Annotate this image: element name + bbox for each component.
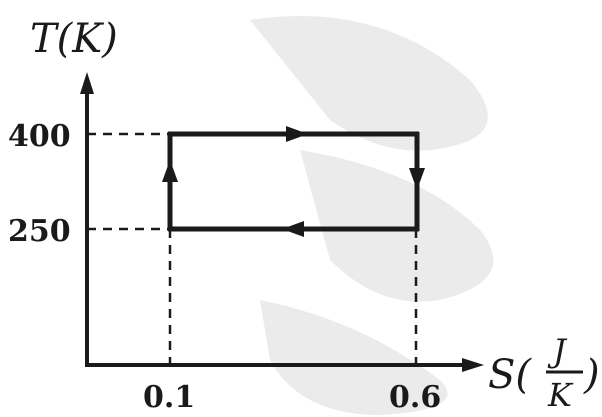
x-axis-arrow (462, 358, 484, 372)
arrow-left-icon (282, 221, 304, 237)
y-axis-label: T(K) (30, 16, 118, 62)
x-axis-label-prefix: S( (488, 352, 532, 398)
arrow-right-icon (286, 126, 308, 142)
background-watermark (250, 16, 494, 415)
arrow-up-icon (162, 160, 178, 182)
y-tick-400: 400 (8, 119, 71, 154)
x-tick-0.1: 0.1 (143, 380, 195, 415)
x-axis-label-suffix: ) (583, 352, 600, 398)
x-tick-0.6: 0.6 (389, 380, 441, 415)
cycle-arrows (162, 126, 425, 237)
x-axis-unit-numerator: J (547, 332, 568, 370)
arrow-down-icon (409, 168, 425, 190)
guide-lines (87, 132, 418, 365)
x-axis-unit-denominator: K (547, 376, 574, 414)
y-axis-arrow (80, 72, 94, 94)
x-axis-label: S( J K ) (488, 332, 600, 414)
y-tick-250: 250 (8, 214, 71, 249)
